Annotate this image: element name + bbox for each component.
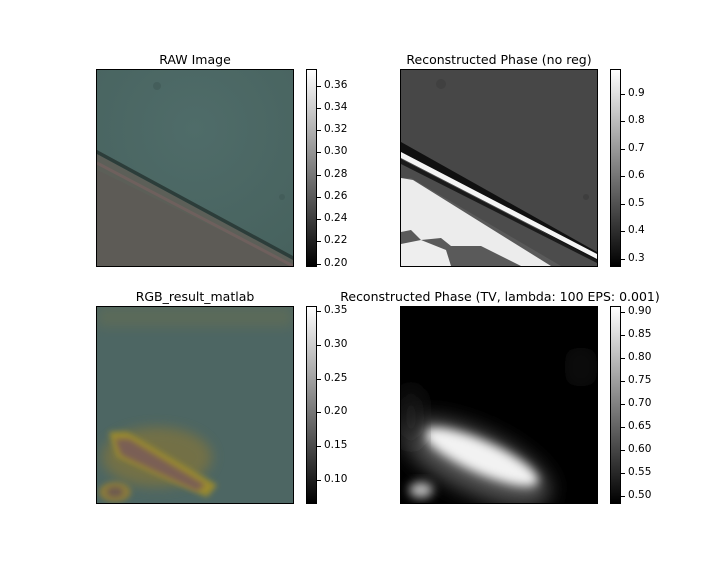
colorbar-tick-mark: [317, 241, 321, 242]
colorbar-tick-mark: [621, 259, 625, 260]
colorbar-tick-mark: [317, 345, 321, 346]
tv-image-render: [401, 307, 597, 503]
colorbar-tick-label: 0.80: [628, 351, 652, 363]
colorbar-tick-mark: [621, 231, 625, 232]
colorbar-tick-label: 0.10: [324, 473, 348, 485]
colorbar-tick-label: 0.55: [628, 466, 652, 478]
image-noreg: [400, 69, 598, 267]
colorbar-tick-mark: [621, 473, 625, 474]
colorbar-tick-label: 0.20: [324, 405, 348, 417]
colorbar-tick-mark: [317, 379, 321, 380]
colorbar-tick-label: 0.7: [628, 142, 645, 154]
colorbar-tick-label: 0.34: [324, 101, 348, 113]
colorbar-tick-label: 0.90: [628, 305, 652, 317]
colorbar-tick-mark: [621, 404, 625, 405]
colorbar-tick-mark: [317, 480, 321, 481]
noreg-image-render: [401, 70, 597, 266]
image-raw: [96, 69, 294, 267]
colorbar-tick-mark: [621, 381, 625, 382]
colorbar-tick-label: 0.60: [628, 443, 652, 455]
panel-title-rgb: RGB_result_matlab: [135, 289, 255, 304]
colorbar-tick-mark: [317, 152, 321, 153]
image-tv: [400, 306, 598, 504]
colorbar-tick-mark: [317, 446, 321, 447]
colorbar-tick-label: 0.3: [628, 252, 645, 264]
colorbar-tick-mark: [621, 427, 625, 428]
panel-title-raw: RAW Image: [159, 52, 231, 67]
colorbar-tick-mark: [317, 86, 321, 87]
colorbar-noreg: [610, 69, 621, 267]
colorbar-tick-mark: [317, 219, 321, 220]
colorbar-tick-mark: [317, 130, 321, 131]
panel-title-tv: Reconstructed Phase (TV, lambda: 100 EPS…: [340, 289, 660, 304]
colorbar-tick-label: 0.85: [628, 328, 652, 340]
colorbar-tick-label: 0.70: [628, 397, 652, 409]
colorbar-tick-label: 0.30: [324, 338, 348, 350]
colorbar-tick-label: 0.65: [628, 420, 652, 432]
colorbar-tick-mark: [621, 121, 625, 122]
panel-title-noreg: Reconstructed Phase (no reg): [406, 52, 592, 67]
colorbar-tick-label: 0.9: [628, 87, 645, 99]
colorbar-tick-mark: [621, 176, 625, 177]
colorbar-tick-label: 0.35: [324, 304, 348, 316]
colorbar-tick-mark: [621, 450, 625, 451]
colorbar-tick-label: 0.8: [628, 114, 645, 126]
colorbar-tick-mark: [621, 335, 625, 336]
colorbar-tick-label: 0.36: [324, 79, 348, 91]
colorbar-tv: [610, 306, 621, 504]
colorbar-tick-mark: [621, 312, 625, 313]
rgb-image-render: [97, 307, 293, 503]
colorbar-tick-mark: [621, 358, 625, 359]
colorbar-rgb: [306, 306, 317, 504]
colorbar-tick-label: 0.28: [324, 168, 348, 180]
image-rgb: [96, 306, 294, 504]
colorbar-tick-label: 0.4: [628, 224, 645, 236]
colorbar-tick-label: 0.30: [324, 145, 348, 157]
colorbar-tick-mark: [317, 311, 321, 312]
colorbar-tick-label: 0.75: [628, 374, 652, 386]
colorbar-tick-label: 0.20: [324, 257, 348, 269]
colorbar-tick-label: 0.50: [628, 489, 652, 501]
colorbar-tick-label: 0.32: [324, 123, 348, 135]
colorbar-tick-mark: [621, 496, 625, 497]
colorbar-tick-mark: [317, 175, 321, 176]
colorbar-tick-mark: [317, 197, 321, 198]
colorbar-tick-label: 0.24: [324, 212, 348, 224]
colorbar-tick-mark: [317, 412, 321, 413]
colorbar-tick-label: 0.25: [324, 372, 348, 384]
colorbar-tick-mark: [317, 264, 321, 265]
colorbar-tick-label: 0.5: [628, 197, 645, 209]
colorbar-tick-label: 0.6: [628, 169, 645, 181]
colorbar-tick-label: 0.15: [324, 439, 348, 451]
colorbar-tick-label: 0.26: [324, 190, 348, 202]
colorbar-raw: [306, 69, 317, 267]
colorbar-tick-label: 0.22: [324, 234, 348, 246]
colorbar-tick-mark: [621, 94, 625, 95]
colorbar-tick-mark: [621, 149, 625, 150]
colorbar-tick-mark: [621, 204, 625, 205]
raw-image-render: [97, 70, 293, 266]
colorbar-tick-mark: [317, 108, 321, 109]
